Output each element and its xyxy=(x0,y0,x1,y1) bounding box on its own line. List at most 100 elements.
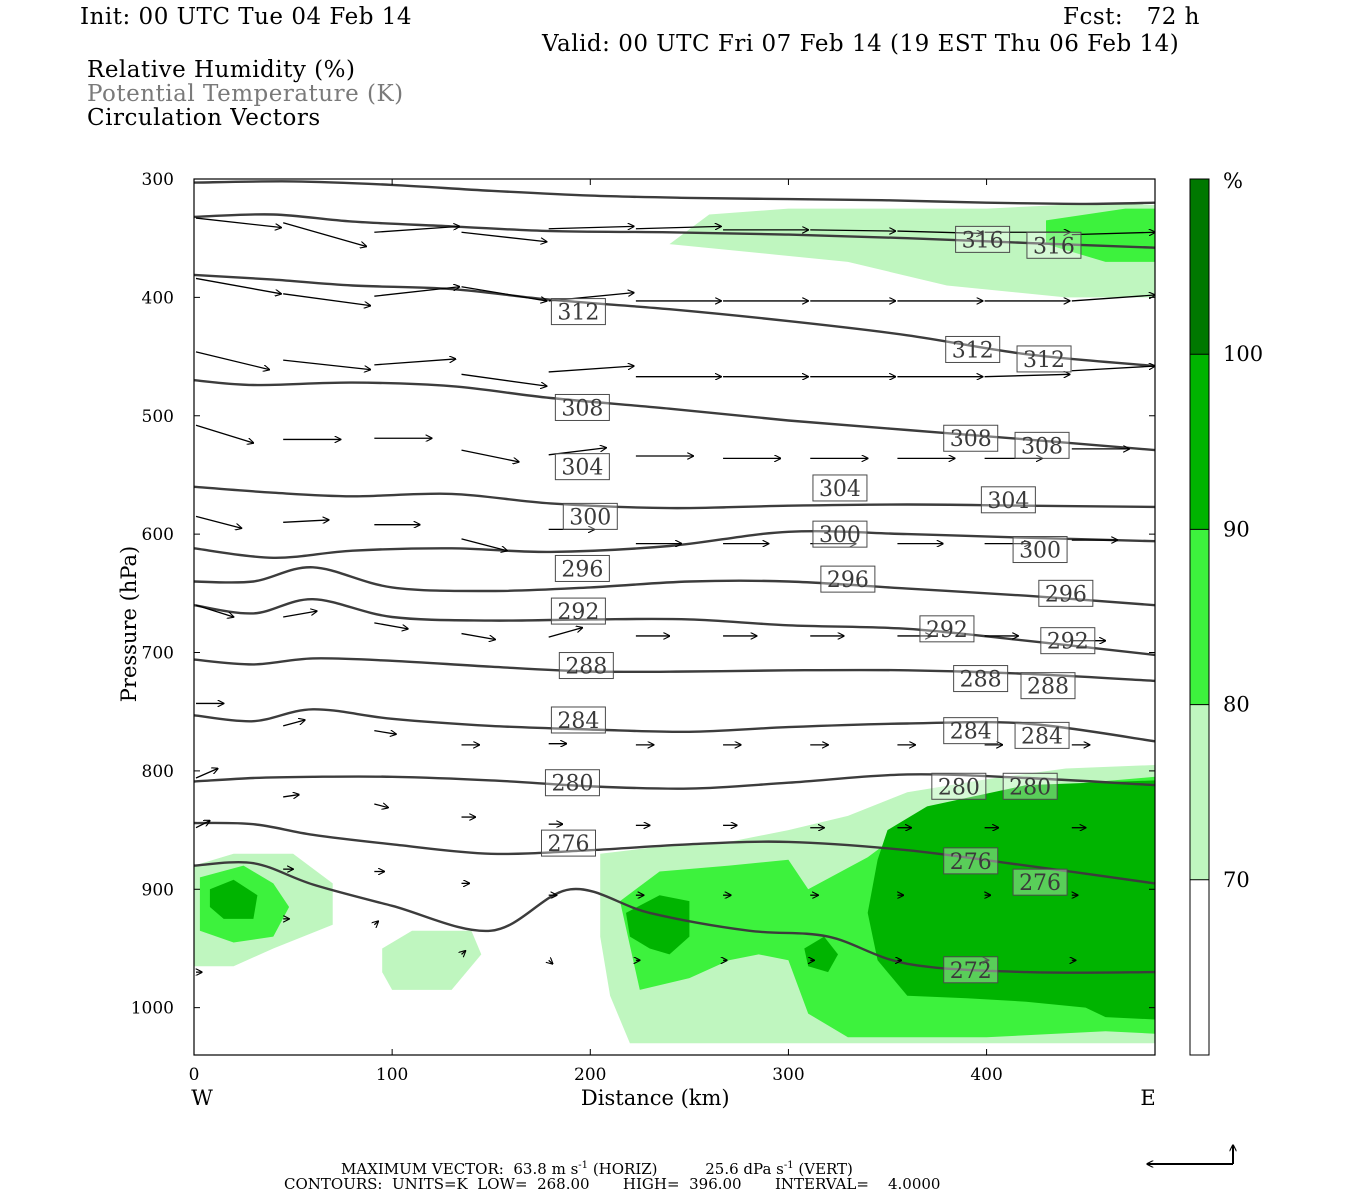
circulation-vector xyxy=(283,222,366,247)
circulation-vector xyxy=(810,230,895,231)
colorbar-segment xyxy=(1190,529,1209,705)
theta-label: 276 xyxy=(943,847,999,875)
theta-label-text: 300 xyxy=(1019,539,1061,564)
theta-label: 296 xyxy=(820,565,876,593)
circulation-vector xyxy=(461,449,519,462)
circulation-vector xyxy=(283,611,317,618)
theta-contour-308 xyxy=(194,379,1155,452)
theta-label-text: 312 xyxy=(557,301,599,326)
theta-label: 280 xyxy=(1002,772,1058,800)
circulation-vector xyxy=(195,604,234,617)
theta-label-box xyxy=(1020,672,1076,700)
theta-label: 300 xyxy=(1012,536,1068,564)
circulation-vector xyxy=(461,538,508,551)
init-time: Init: 00 UTC Tue 04 Feb 14 xyxy=(80,4,413,30)
theta-label: 284 xyxy=(1014,721,1070,749)
theta-label-text: 272 xyxy=(950,959,992,984)
circulation-vector xyxy=(548,628,583,638)
theta-label-box xyxy=(812,520,868,548)
theta-label-text: 284 xyxy=(1021,724,1063,749)
theta-label-box xyxy=(554,554,610,582)
theta-label-text: 276 xyxy=(1019,871,1061,896)
theta-label: 304 xyxy=(812,474,868,502)
theta-label-text: 312 xyxy=(1023,348,1065,373)
potential-temperature-contours xyxy=(194,180,1155,974)
theta-contour-280 xyxy=(194,773,1155,790)
theta-label-box xyxy=(945,335,1001,363)
theta-label: 280 xyxy=(931,772,987,800)
theta-contour-284 xyxy=(194,708,1155,743)
theta-label-box xyxy=(562,502,618,530)
axes: 300 400 500 600 700 800 900 1000 0 100 200 300 400 Di… xyxy=(117,170,1156,1110)
theta-label-text: 316 xyxy=(1033,234,1075,259)
rh-region-90 xyxy=(867,780,1155,1020)
vert-exponent: -1 xyxy=(783,1160,794,1171)
circulation-vector xyxy=(897,231,982,233)
y-tick-label: 600 xyxy=(142,525,174,545)
theta-label-box xyxy=(955,225,1011,253)
theta-label-box xyxy=(1002,772,1058,800)
theta-label-box xyxy=(1014,431,1070,459)
theta-label-text: 292 xyxy=(557,600,599,625)
circulation-vector xyxy=(195,277,281,293)
theta-label-text: 300 xyxy=(819,523,861,548)
theta-label: 312 xyxy=(550,298,606,326)
y-tick-label: 400 xyxy=(142,288,174,308)
x-tick-label: 100 xyxy=(376,1065,408,1085)
circulation-vector xyxy=(195,424,253,443)
theta-label-box xyxy=(919,615,975,643)
y-tick-label: 300 xyxy=(142,170,174,190)
theta-label-box xyxy=(550,298,606,326)
circulation-vector xyxy=(548,226,634,228)
theta-label-box xyxy=(540,829,596,857)
theta-label: 272 xyxy=(943,956,999,984)
circulation-vector xyxy=(283,293,370,306)
valid-time: Valid: 00 UTC Fri 07 Feb 14 (19 EST Thu … xyxy=(542,31,1180,57)
x-tick-label: 200 xyxy=(574,1065,606,1085)
theta-label: 288 xyxy=(953,665,1009,693)
rh-region-90 xyxy=(209,879,258,919)
theta-label-text: 280 xyxy=(1009,775,1051,800)
theta-label-text: 284 xyxy=(557,709,599,734)
circulation-vector xyxy=(283,520,329,522)
theta-contour-296 xyxy=(194,566,1155,607)
theta-contour-272 xyxy=(194,861,1155,974)
circulation-vector xyxy=(195,821,210,829)
contour-labels: 316 316 312 312 312 308 308 308 304 304 304 300 300 3… xyxy=(540,225,1096,984)
colorbar-label: 100 xyxy=(1223,342,1263,366)
circulation-vectors xyxy=(195,217,1155,972)
rh-region-70 xyxy=(669,202,1155,298)
theta-label-text: 296 xyxy=(827,568,869,593)
colorbar-frame xyxy=(1189,178,1210,1056)
theta-contour-288 xyxy=(194,657,1155,683)
theta-label-box xyxy=(1016,345,1072,373)
theta-label-box xyxy=(554,393,610,421)
theta-label-box xyxy=(550,706,606,734)
contours-info: CONTOURS: UNITS=K LOW= 268.00 HIGH= 396.… xyxy=(284,1175,941,1193)
vert-value: 25.6 xyxy=(705,1160,739,1178)
y-tick-label: 1000 xyxy=(131,999,174,1019)
west-label: W xyxy=(191,1086,213,1110)
theta-label-box xyxy=(550,597,606,625)
theta-contour-300 xyxy=(194,529,1155,560)
circulation-vector xyxy=(195,515,242,528)
theta-contour-312 xyxy=(194,273,1155,368)
theta-label: 296 xyxy=(1038,579,1094,607)
plot-frame xyxy=(193,178,1156,1056)
theta-label-box xyxy=(558,652,614,680)
x-tick-label: 300 xyxy=(772,1065,804,1085)
theta-label: 276 xyxy=(1012,868,1068,896)
theta-label-text: 308 xyxy=(561,396,603,421)
colorbar-label: 90 xyxy=(1223,517,1250,541)
theta-label-text: 292 xyxy=(1047,630,1089,655)
circulation-vector xyxy=(984,374,1070,376)
theta-label: 312 xyxy=(1016,345,1072,373)
y-tick-label: 900 xyxy=(142,880,174,900)
theta-label: 316 xyxy=(955,225,1011,253)
y-tick-label: 500 xyxy=(142,407,174,427)
theta-label-text: 308 xyxy=(950,427,992,452)
theta-label-text: 292 xyxy=(926,618,968,643)
theta-label-box xyxy=(943,956,999,984)
theta-label-text: 300 xyxy=(569,505,611,530)
